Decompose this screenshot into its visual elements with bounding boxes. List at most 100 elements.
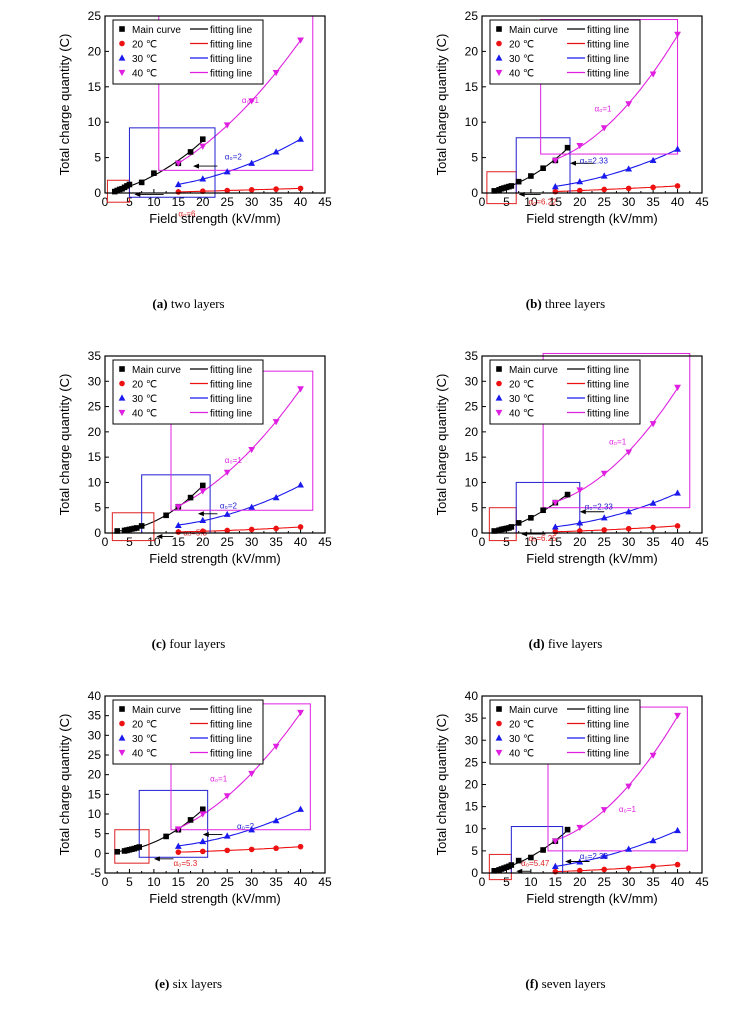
caption-letter: (c): [151, 636, 167, 651]
legend-marker: [495, 394, 503, 401]
x-tick-label: 20: [196, 535, 210, 549]
axis-ticks: 0 5 10 15 20 25 30 35 40 45 0 5 10 15 20 25: [465, 9, 709, 209]
fit-line-1: [555, 525, 678, 533]
y-tick-label: 25: [88, 748, 102, 762]
alpha-annotation: α₀=2.33: [580, 852, 609, 861]
x-tick-label: 30: [245, 875, 259, 889]
legend-marker: [118, 734, 126, 741]
legend: Main curve fitting line 20 ℃ fitting line 30…: [489, 19, 641, 85]
fit-line-3: [178, 39, 302, 164]
x-tick-label: 35: [269, 535, 283, 549]
y-tick-label: 40: [88, 689, 102, 703]
data-point: [297, 805, 304, 812]
fit-line-3: [178, 388, 302, 507]
data-point: [272, 743, 280, 750]
arrow-head: [570, 160, 576, 166]
fit-line-1: [555, 864, 678, 873]
data-point: [515, 178, 522, 185]
data-point: [199, 516, 207, 523]
legend-marker: [118, 54, 126, 61]
x-tick-label: 25: [221, 195, 235, 209]
caption-text: four layers: [169, 636, 226, 651]
legend-label: Main curve: [509, 25, 558, 36]
data-point: [272, 419, 280, 426]
y-tick-label: 0: [94, 186, 101, 200]
data-point: [163, 833, 169, 840]
legend-label: 30 ℃: [509, 54, 534, 65]
y-tick-label: 20: [88, 425, 102, 439]
arrow-head: [565, 858, 572, 864]
legend-fit-label: fitting line: [587, 69, 630, 80]
legend-fit-label: fitting line: [210, 365, 253, 376]
data-point: [151, 170, 157, 176]
x-tick-label: 30: [245, 195, 259, 209]
legend-fit-label: fitting line: [210, 705, 253, 716]
data-point: [649, 156, 657, 164]
data-markers: [114, 386, 304, 535]
data-point: [248, 187, 255, 193]
alpha-annotation: α₀=5.47: [521, 859, 550, 868]
caption-letter: (f): [525, 976, 539, 991]
legend: Main curve fitting line 20 ℃ fitting line 30…: [112, 359, 264, 425]
legend-box: [489, 359, 641, 425]
data-point: [138, 523, 145, 529]
annotation-labels: α₀=6 α₀=2 α₀=1: [178, 96, 259, 218]
data-point: [650, 524, 656, 531]
fit-line-0: [117, 485, 204, 532]
x-tick-label: 10: [147, 875, 161, 889]
data-point: [528, 173, 534, 179]
legend-label: 20 ℃: [132, 380, 157, 391]
data-point: [297, 37, 304, 44]
legend-marker: [119, 40, 125, 47]
y-tick-label: 30: [88, 374, 102, 388]
alpha-annotation: α₀=2: [220, 502, 238, 511]
legend-label: 20 ℃: [509, 40, 534, 51]
data-point: [600, 807, 608, 814]
plot-frame: [104, 15, 326, 194]
y-tick-label: 15: [88, 450, 102, 464]
x-axis-title: Field strength (kV/mm): [149, 211, 280, 226]
x-tick-label: 35: [646, 875, 660, 889]
x-tick-label: 40: [294, 535, 308, 549]
alpha-annotation: α₀=6: [178, 209, 196, 218]
legend-fit-label: fitting line: [210, 734, 253, 745]
x-tick-label: 35: [646, 195, 660, 209]
caption-text: five layers: [547, 636, 603, 651]
legend-label: 30 ℃: [132, 54, 157, 65]
data-point: [297, 185, 304, 192]
chart-svg: 0 5 10 15 20 25 30 35 40 45 0 5 10 15 20 25 30 35 40 α₀=5.4…: [434, 689, 709, 906]
alpha-annotation: α₀=1: [609, 438, 627, 447]
x-tick-label: 15: [549, 195, 563, 209]
legend-marker: [495, 409, 503, 417]
data-point: [625, 185, 632, 192]
legend-box: [112, 359, 264, 425]
y-tick-label: 35: [465, 711, 479, 725]
data-point: [625, 865, 632, 871]
data-point: [248, 826, 256, 833]
data-point: [551, 183, 559, 190]
data-point: [600, 172, 608, 179]
legend-label: 30 ℃: [132, 394, 157, 405]
legend-fit-label: fitting line: [587, 40, 630, 51]
data-point: [625, 449, 633, 456]
data-point: [674, 489, 681, 496]
figure-caption: (b) three layers: [377, 296, 754, 312]
figure-caption: (e) six layers: [0, 976, 377, 992]
highlight-box: [114, 829, 150, 864]
legend-fit-label: fitting line: [210, 69, 253, 80]
arrow-head: [579, 509, 586, 515]
chart-panel: 0 5 10 15 20 25 30 35 40 45 -5 0 5 10 15 20 25 30 35 40 α₀=5…: [0, 680, 377, 1017]
data-point: [248, 526, 255, 533]
legend-label: Main curve: [132, 705, 181, 716]
x-tick-label: 10: [147, 195, 161, 209]
legend-marker: [496, 720, 502, 727]
legend-marker: [119, 380, 125, 387]
legend-fit-label: fitting line: [210, 54, 253, 65]
x-tick-label: 0: [102, 875, 109, 889]
x-tick-label: 45: [318, 195, 332, 209]
chart-svg: 0 5 10 15 20 25 30 35 40 4505101520253035α₀=5.3α₀…: [57, 349, 332, 566]
data-point: [174, 521, 182, 529]
data-point: [600, 514, 608, 521]
y-tick-label: 20: [88, 768, 102, 782]
data-point: [297, 843, 304, 850]
